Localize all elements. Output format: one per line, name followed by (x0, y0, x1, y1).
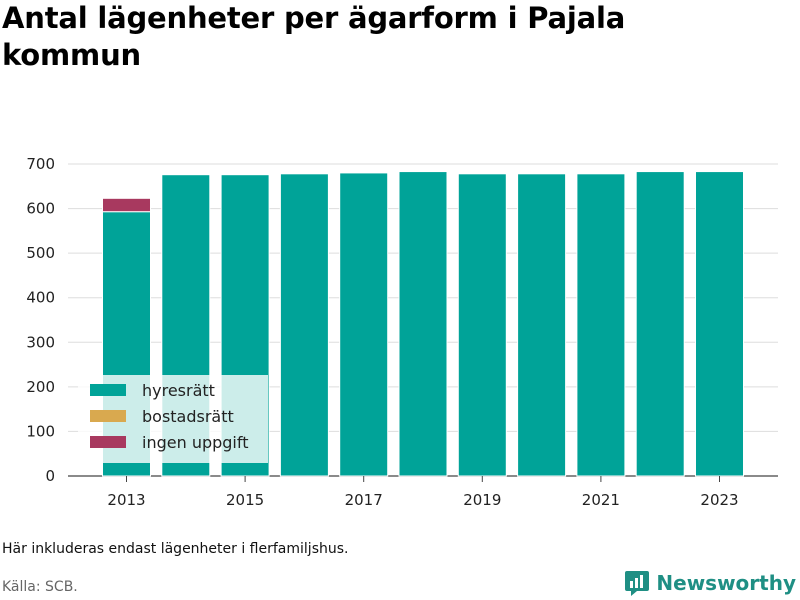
x-tick-label: 2017 (345, 491, 383, 509)
legend-label: hyresrätt (142, 381, 215, 400)
legend: hyresrätt bostadsrätt ingen uppgift (78, 375, 268, 463)
legend-swatch (90, 384, 126, 396)
bar-segment (457, 173, 507, 477)
legend-swatch (90, 436, 126, 448)
x-axis-ticks: 2013 2015 2017 2019 2021 2023 (107, 476, 739, 509)
bar-segment (398, 171, 448, 477)
x-tick-label: 2019 (463, 491, 501, 509)
y-tick-label: 700 (26, 155, 55, 173)
y-axis-ticks: 0 100 200 300 400 500 600 700 (26, 155, 55, 485)
source-text: Källa: SCB. (2, 579, 78, 595)
chart-title: Antal lägenheter per ägarform i Pajala k… (2, 1, 626, 72)
legend-swatch (90, 410, 126, 422)
y-tick-label: 600 (26, 200, 55, 218)
bar-segment (339, 172, 389, 477)
y-tick-label: 300 (26, 333, 55, 351)
y-tick-label: 500 (26, 244, 55, 262)
brand-name: Newsworthy (656, 571, 796, 595)
y-tick-label: 200 (26, 378, 55, 396)
bar-segment (695, 171, 744, 477)
bar-segment (102, 197, 151, 213)
y-tick-label: 0 (45, 467, 55, 485)
bar-segment (279, 173, 329, 477)
brand-logo: Newsworthy (624, 568, 796, 598)
bar-segment (517, 173, 567, 477)
bars (102, 171, 744, 477)
newsworthy-logo-icon (625, 571, 650, 596)
x-tick-label: 2021 (582, 491, 620, 509)
bar-segment (635, 171, 685, 477)
y-tick-label: 100 (26, 422, 55, 440)
legend-label: ingen uppgift (142, 433, 249, 452)
legend-label: bostadsrätt (142, 407, 234, 426)
x-tick-label: 2015 (226, 491, 264, 509)
x-tick-label: 2023 (700, 491, 738, 509)
chart-note: Här inkluderas endast lägenheter i flerf… (2, 541, 349, 557)
x-tick-label: 2013 (107, 491, 145, 509)
bar-segment (576, 173, 626, 477)
y-tick-label: 400 (26, 289, 55, 307)
